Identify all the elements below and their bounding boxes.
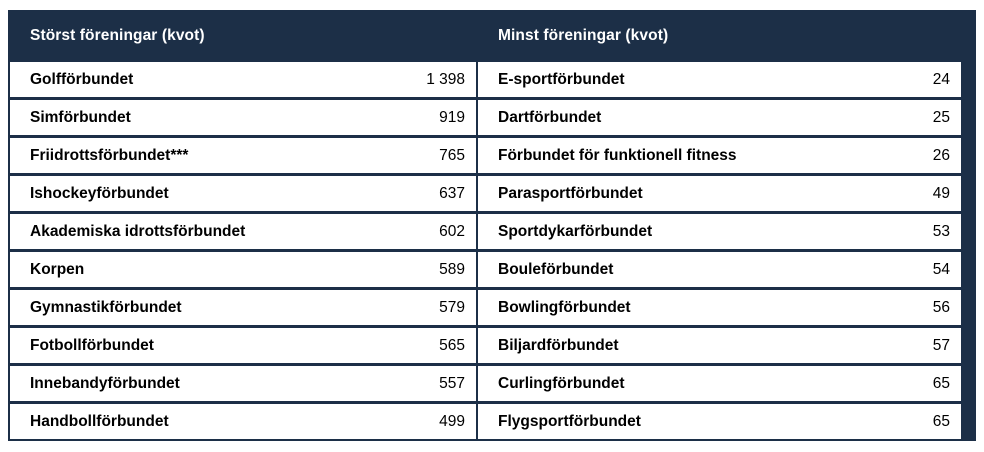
table-body: Golfförbundet 1 398 E-sportförbundet 24 … bbox=[10, 62, 974, 439]
left-row-cell: Handbollförbundet 499 bbox=[10, 404, 476, 439]
association-name: Simförbundet bbox=[30, 108, 131, 126]
table-row: Fotbollförbundet 565 Biljardförbundet 57 bbox=[10, 328, 974, 363]
right-edge-strip bbox=[963, 252, 974, 287]
association-value: 65 bbox=[932, 374, 950, 392]
association-name: Bouleförbundet bbox=[498, 260, 614, 278]
right-row-cell: Curlingförbundet 65 bbox=[478, 366, 961, 401]
right-edge-strip bbox=[963, 214, 974, 249]
association-name: Friidrottsförbundet*** bbox=[30, 146, 189, 164]
association-name: Akademiska idrottsförbundet bbox=[30, 222, 246, 240]
right-edge-strip bbox=[963, 328, 974, 363]
table-row: Akademiska idrottsförbundet 602 Sportdyk… bbox=[10, 214, 974, 249]
association-value: 919 bbox=[439, 108, 465, 126]
right-edge-strip bbox=[963, 62, 974, 97]
table-row: Ishockeyförbundet 637 Parasportförbundet… bbox=[10, 176, 974, 211]
association-name: Bowlingförbundet bbox=[498, 298, 631, 316]
right-edge-strip bbox=[963, 290, 974, 325]
right-edge-strip bbox=[963, 404, 974, 439]
association-name: Curlingförbundet bbox=[498, 374, 625, 392]
association-name: Sportdykarförbundet bbox=[498, 222, 653, 240]
table-row: Simförbundet 919 Dartförbundet 25 bbox=[10, 100, 974, 135]
association-value: 24 bbox=[932, 70, 950, 88]
association-name: Dartförbundet bbox=[498, 108, 602, 126]
association-value: 1 398 bbox=[426, 70, 465, 88]
association-value: 602 bbox=[439, 222, 465, 240]
table-row: Innebandyförbundet 557 Curlingförbundet … bbox=[10, 366, 974, 401]
association-name: Flygsportförbundet bbox=[498, 412, 641, 430]
left-row-cell: Simförbundet 919 bbox=[10, 100, 476, 135]
right-edge-strip bbox=[963, 366, 974, 401]
right-table-header: Minst föreningar (kvot) bbox=[478, 12, 961, 59]
left-row-cell: Gymnastikförbundet 579 bbox=[10, 290, 476, 325]
association-value: 53 bbox=[932, 222, 950, 240]
left-row-cell: Innebandyförbundet 557 bbox=[10, 366, 476, 401]
association-name: Handbollförbundet bbox=[30, 412, 169, 430]
table-row: Korpen 589 Bouleförbundet 54 bbox=[10, 252, 974, 287]
association-value: 54 bbox=[932, 260, 950, 278]
association-value: 57 bbox=[932, 336, 950, 354]
table-header-row: Störst föreningar (kvot) Minst föreninga… bbox=[10, 12, 974, 59]
association-name: Korpen bbox=[30, 260, 85, 278]
right-row-cell: Sportdykarförbundet 53 bbox=[478, 214, 961, 249]
left-row-cell: Golfförbundet 1 398 bbox=[10, 62, 476, 97]
right-edge-strip bbox=[963, 100, 974, 135]
right-row-cell: E-sportförbundet 24 bbox=[478, 62, 961, 97]
association-name: Ishockeyförbundet bbox=[30, 184, 169, 202]
association-name: Biljardförbundet bbox=[498, 336, 619, 354]
association-value: 579 bbox=[439, 298, 465, 316]
association-value: 56 bbox=[932, 298, 950, 316]
association-value: 65 bbox=[932, 412, 950, 430]
association-value: 589 bbox=[439, 260, 465, 278]
left-row-cell: Ishockeyförbundet 637 bbox=[10, 176, 476, 211]
table-row: Handbollförbundet 499 Flygsportförbundet… bbox=[10, 404, 974, 439]
right-edge-strip bbox=[963, 138, 974, 173]
association-value: 49 bbox=[932, 184, 950, 202]
right-row-cell: Förbundet för funktionell fitness 26 bbox=[478, 138, 961, 173]
association-value: 637 bbox=[439, 184, 465, 202]
association-name: Golfförbundet bbox=[30, 70, 134, 88]
table-row: Friidrottsförbundet*** 765 Förbundet för… bbox=[10, 138, 974, 173]
right-edge-strip bbox=[963, 176, 974, 211]
right-row-cell: Flygsportförbundet 65 bbox=[478, 404, 961, 439]
association-name: Förbundet för funktionell fitness bbox=[498, 146, 737, 164]
association-value: 25 bbox=[932, 108, 950, 126]
table-row: Gymnastikförbundet 579 Bowlingförbundet … bbox=[10, 290, 974, 325]
association-name: Gymnastikförbundet bbox=[30, 298, 182, 316]
left-row-cell: Korpen 589 bbox=[10, 252, 476, 287]
left-row-cell: Fotbollförbundet 565 bbox=[10, 328, 476, 363]
left-row-cell: Friidrottsförbundet*** 765 bbox=[10, 138, 476, 173]
associations-table: Störst föreningar (kvot) Minst föreninga… bbox=[8, 10, 976, 441]
association-value: 557 bbox=[439, 374, 465, 392]
association-name: Innebandyförbundet bbox=[30, 374, 180, 392]
left-table-header: Störst föreningar (kvot) bbox=[10, 12, 476, 59]
right-row-cell: Bowlingförbundet 56 bbox=[478, 290, 961, 325]
association-value: 26 bbox=[932, 146, 950, 164]
right-edge-strip bbox=[963, 12, 974, 59]
left-row-cell: Akademiska idrottsförbundet 602 bbox=[10, 214, 476, 249]
table-row: Golfförbundet 1 398 E-sportförbundet 24 bbox=[10, 62, 974, 97]
association-value: 565 bbox=[439, 336, 465, 354]
right-row-cell: Dartförbundet 25 bbox=[478, 100, 961, 135]
association-name: Fotbollförbundet bbox=[30, 336, 154, 354]
association-value: 765 bbox=[439, 146, 465, 164]
association-name: Parasportförbundet bbox=[498, 184, 643, 202]
right-row-cell: Bouleförbundet 54 bbox=[478, 252, 961, 287]
association-value: 499 bbox=[439, 412, 465, 430]
association-name: E-sportförbundet bbox=[498, 70, 625, 88]
right-row-cell: Biljardförbundet 57 bbox=[478, 328, 961, 363]
right-row-cell: Parasportförbundet 49 bbox=[478, 176, 961, 211]
